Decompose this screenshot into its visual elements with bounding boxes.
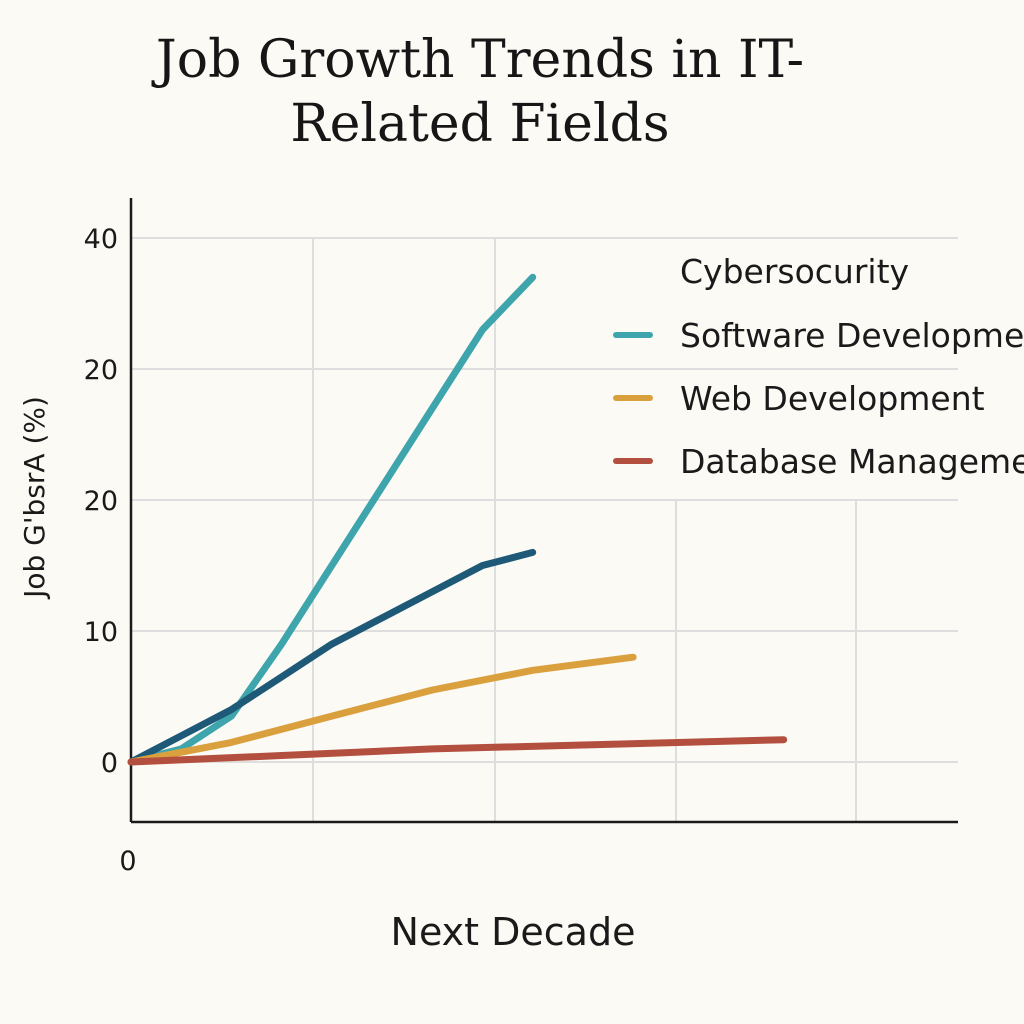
y-tick-label: 0 bbox=[101, 748, 118, 779]
grid-lines bbox=[131, 237, 958, 822]
chart-title: Job Growth Trends in IT-Related Fields bbox=[155, 30, 805, 154]
series-line-4 bbox=[127, 736, 788, 766]
series-lines bbox=[127, 273, 788, 766]
y-tick-label: 40 bbox=[84, 224, 118, 255]
y-axis-label: Job G'bѕrA (%) bbox=[18, 396, 51, 600]
y-axis-ticks: 0 10 20 20 40 bbox=[84, 224, 118, 779]
y-tick-label: 20 bbox=[84, 486, 118, 517]
x-axis-ticks: 0 bbox=[119, 846, 136, 877]
x-axis-label: Next Decade bbox=[391, 910, 636, 954]
y-tick-label: 10 bbox=[84, 617, 118, 648]
series-line-1 bbox=[127, 273, 537, 766]
y-tick-label: 20 bbox=[84, 355, 118, 386]
legend-label: Cybersocurity bbox=[680, 252, 909, 291]
legend-label: Software Developmen bbox=[680, 316, 1024, 355]
legend-label: Web Development bbox=[680, 379, 985, 418]
legend: Cybersocurity Software Developmen Web Deve… bbox=[613, 252, 1024, 481]
x-tick-label: 0 bbox=[119, 846, 136, 877]
axes bbox=[129, 198, 958, 824]
legend-label: Database Managemer bbox=[680, 442, 1024, 481]
series-line-3 bbox=[127, 653, 637, 766]
series-line-2 bbox=[127, 548, 537, 766]
